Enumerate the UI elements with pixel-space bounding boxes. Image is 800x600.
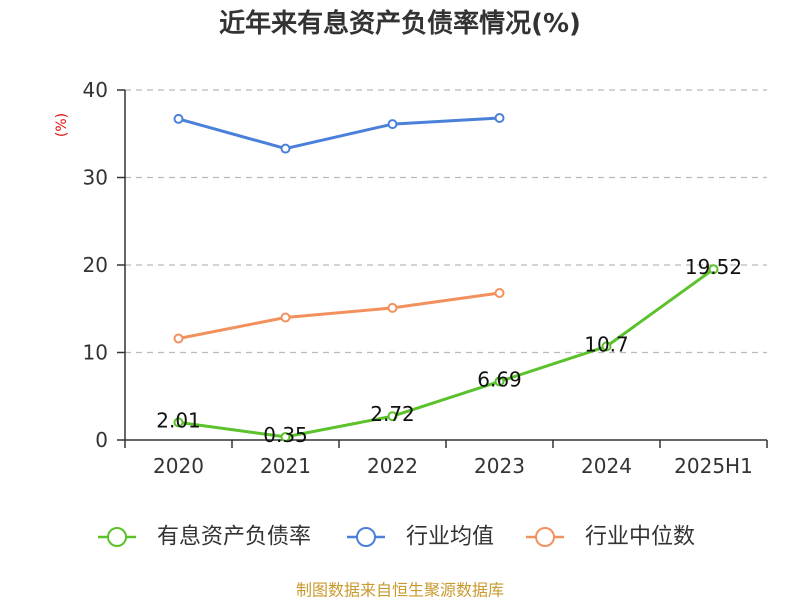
legend-marker [535, 527, 555, 547]
y-axis-label: (%) [54, 113, 70, 137]
data-point [173, 333, 184, 344]
data-label: 0.35 [263, 423, 308, 447]
data-label: 2.01 [156, 408, 201, 432]
data-label: 19.52 [685, 255, 742, 279]
data-point [173, 113, 184, 124]
legend-marker [107, 527, 127, 547]
gridlines [125, 89, 767, 354]
legend: 有息资产负债率 行业均值 行业中位数 [98, 525, 695, 550]
data-point [387, 119, 398, 130]
series-2 [173, 288, 505, 344]
data-point [280, 431, 291, 442]
data-point [387, 302, 398, 313]
series-line [178, 116, 500, 151]
legend-label: 行业均值 [406, 525, 494, 550]
chart-title: 近年来有息资产负债率情况(%) [219, 8, 581, 39]
legend-item: 有息资产负债率 [98, 525, 311, 550]
series-line [178, 267, 715, 439]
legend-marker [356, 527, 376, 547]
y-tick-label: 20 [83, 253, 108, 277]
data-point [387, 411, 398, 422]
data-point [601, 341, 612, 352]
x-tick-label: 2020 [153, 454, 204, 478]
y-tick-label: 0 [95, 428, 108, 452]
series-1 [173, 113, 505, 154]
y-tick-label: 40 [83, 78, 108, 102]
data-label: 2.72 [370, 402, 415, 426]
legend-label: 有息资产负债率 [157, 525, 311, 550]
y-tick-label: 30 [83, 166, 108, 190]
data-point [494, 288, 505, 298]
x-tick-label: 2023 [474, 454, 525, 478]
data-point [280, 312, 291, 323]
x-tick-label: 2022 [367, 454, 418, 478]
data-label: 6.69 [477, 367, 522, 391]
data-point [708, 264, 719, 275]
series-line [178, 291, 500, 340]
source-footer: 制图数据来自恒生聚源数据库 [296, 581, 504, 600]
data-label: 10.7 [584, 332, 629, 356]
x-tick-label: 2024 [581, 454, 632, 478]
series-0: 2.01 0.35 2.72 6.69 10.7 19.52 [156, 255, 742, 447]
data-point [280, 143, 291, 154]
data-point [494, 113, 505, 123]
legend-item: 行业均值 [347, 525, 494, 550]
data-point [494, 376, 505, 387]
x-tick-label: 2021 [260, 454, 311, 478]
data-point [173, 417, 184, 428]
legend-label: 行业中位数 [585, 525, 695, 550]
axes: 0 10 20 30 40 2020 2021 2022 2023 2024 2025H1 [83, 78, 768, 478]
series-layer: 2.01 0.35 2.72 6.69 10.7 19.52 [156, 113, 742, 447]
x-tick-label: 2025H1 [674, 454, 753, 478]
legend-item: 行业中位数 [526, 525, 695, 550]
y-tick-label: 10 [83, 341, 108, 365]
